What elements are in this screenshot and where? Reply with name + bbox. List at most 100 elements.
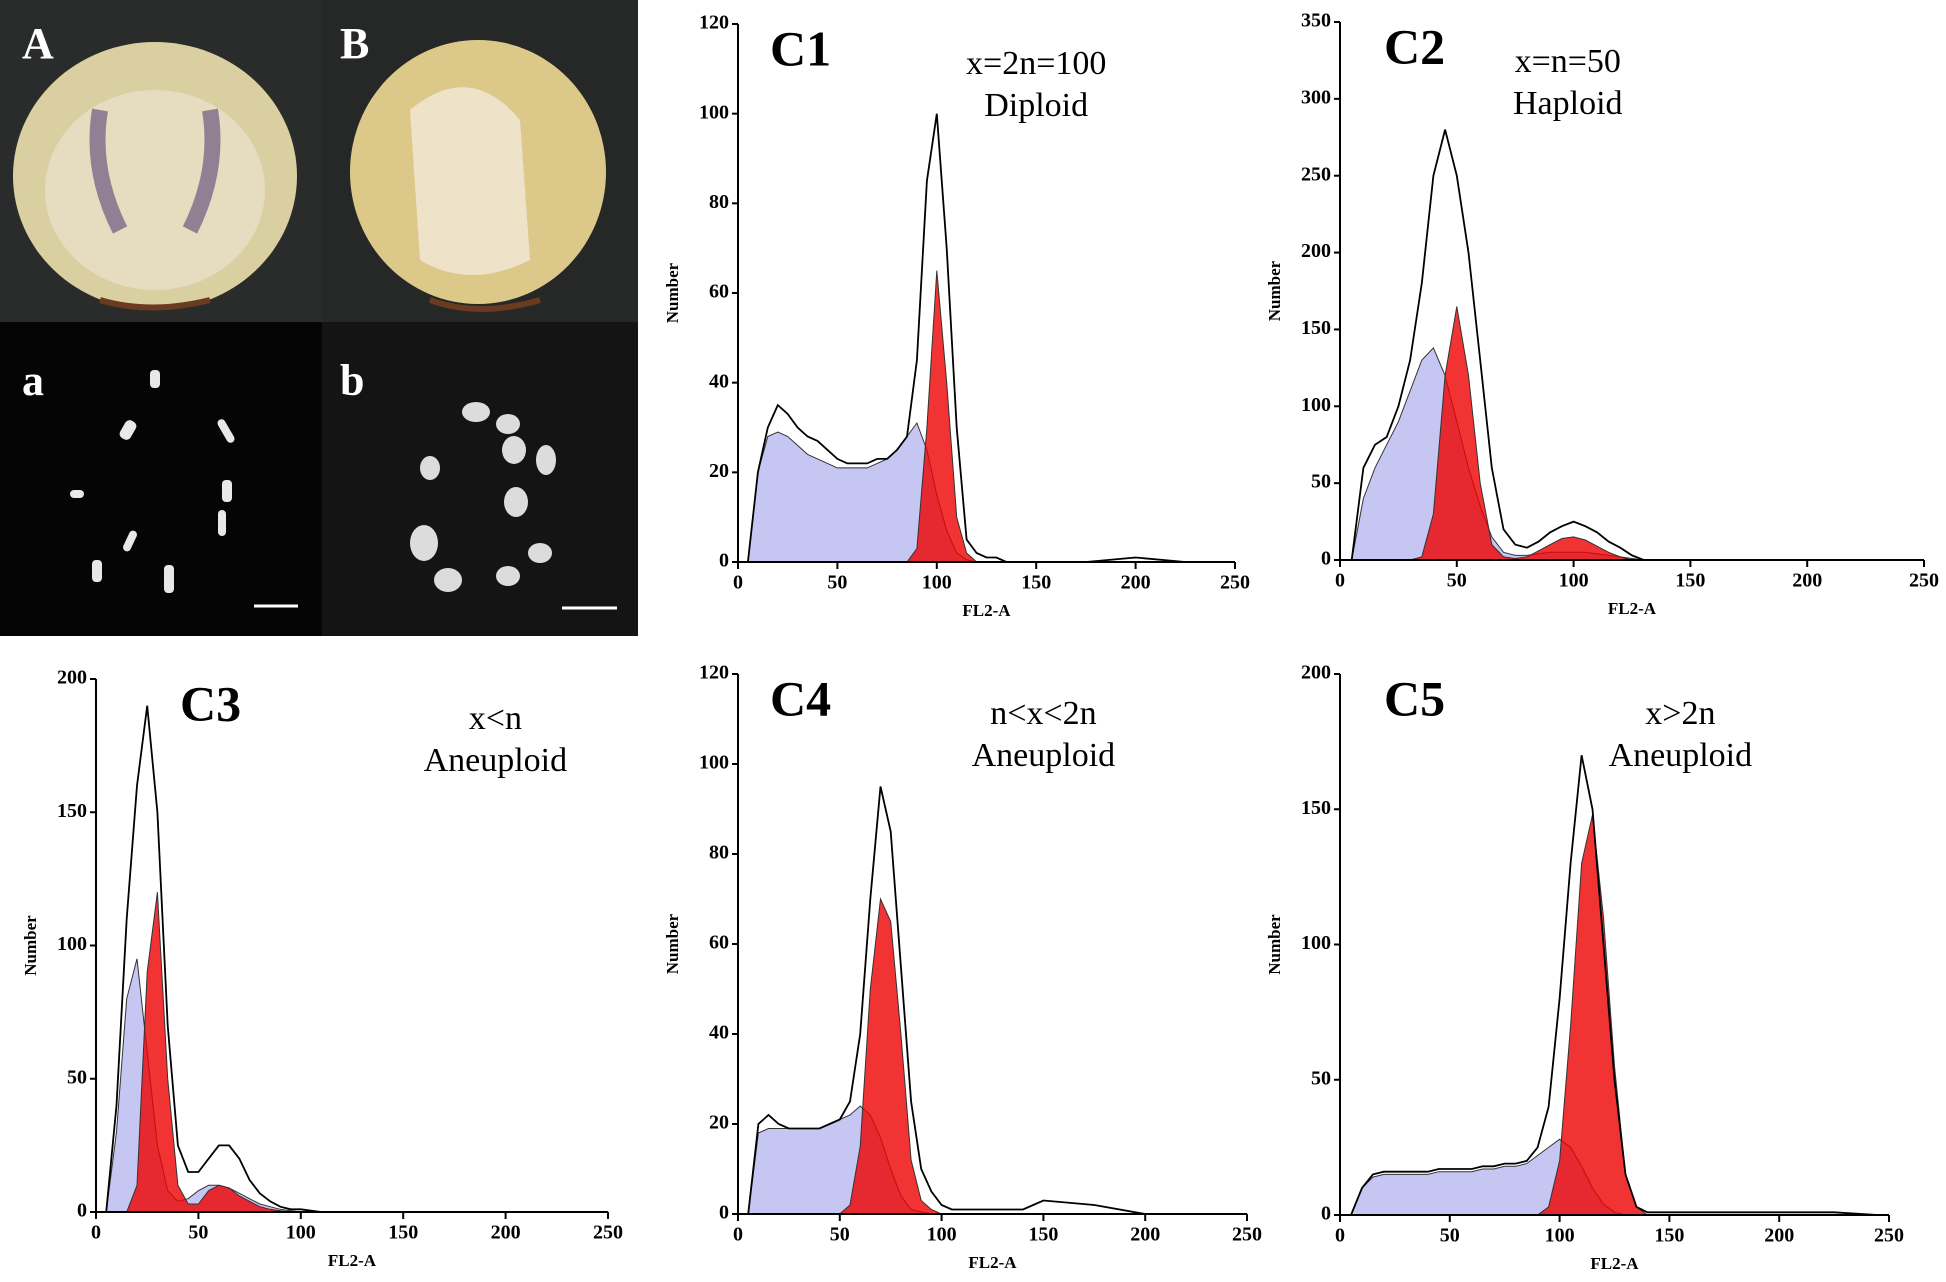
- y-tick-label: 350: [1301, 10, 1331, 32]
- x-tick-label: 150: [388, 1222, 418, 1244]
- panel-label: a: [22, 356, 44, 405]
- x-tick-label: 100: [927, 1224, 957, 1246]
- x-tick-label: 200: [1764, 1225, 1794, 1247]
- x-axis-label: FL2-A: [1608, 599, 1657, 618]
- x-tick-label: 250: [1874, 1225, 1904, 1247]
- annotation: x>2n: [1645, 695, 1715, 732]
- y-tick-label: 300: [1301, 86, 1331, 108]
- area: [1351, 814, 1878, 1216]
- annotation: n<x<2n: [990, 695, 1096, 732]
- y-tick-label: 50: [1311, 1067, 1331, 1089]
- y-tick-label: 60: [709, 932, 729, 954]
- x-axis-label: FL2-A: [328, 1251, 377, 1270]
- y-tick-label: 100: [699, 752, 729, 774]
- x-tick-label: 0: [733, 572, 743, 594]
- x-tick-label: 150: [1021, 572, 1051, 594]
- x-tick-label: 0: [1335, 570, 1345, 592]
- x-tick-label: 0: [1335, 1225, 1345, 1247]
- y-tick-label: 120: [699, 662, 729, 684]
- x-tick-label: 50: [188, 1222, 208, 1244]
- area: [105, 958, 598, 1213]
- x-tick-label: 50: [1440, 1225, 1460, 1247]
- panel-label: b: [340, 356, 364, 405]
- kernel-section: [45, 90, 265, 290]
- embryo-stain: [89, 108, 221, 234]
- y-tick-label: 40: [709, 1022, 729, 1044]
- x-tick-label: 250: [1909, 570, 1939, 592]
- y-axis-label: Number: [663, 913, 682, 974]
- x-tick-label: 150: [1028, 1224, 1058, 1246]
- micro-background: [322, 322, 638, 636]
- y-tick-label: 50: [67, 1066, 87, 1088]
- y-axis-label: Number: [1265, 914, 1284, 975]
- area: [747, 1105, 1237, 1215]
- y-tick-label: 150: [1301, 317, 1331, 339]
- line: [747, 786, 1237, 1215]
- y-axis-label: Number: [21, 915, 40, 976]
- x-tick-label: 50: [830, 1224, 850, 1246]
- x-tick-label: 0: [91, 1222, 101, 1244]
- annotation: x=2n=100: [966, 45, 1106, 82]
- panel-label: C1: [770, 20, 831, 76]
- panel-label: C3: [180, 675, 241, 731]
- x-tick-label: 200: [1792, 570, 1822, 592]
- line: [1350, 755, 1879, 1216]
- kernel-base: [99, 297, 541, 312]
- x-tick-label: 50: [827, 572, 847, 594]
- x-axis-label: FL2-A: [968, 1253, 1017, 1272]
- y-tick-label: 0: [77, 1200, 87, 1222]
- annotation: Haploid: [1513, 85, 1623, 122]
- y-tick-label: 0: [1321, 1203, 1331, 1225]
- y-tick-label: 200: [1301, 662, 1331, 684]
- annotation: Diploid: [984, 87, 1088, 124]
- kernel-section: [410, 87, 530, 275]
- y-tick-label: 40: [709, 370, 729, 392]
- x-tick-label: 0: [733, 1224, 743, 1246]
- y-tick-label: 80: [709, 842, 729, 864]
- y-axis-label: Number: [1265, 260, 1284, 321]
- x-tick-label: 100: [1559, 570, 1589, 592]
- micro-background: [0, 322, 322, 636]
- chromosomes: [70, 370, 235, 593]
- x-tick-label: 250: [1232, 1224, 1262, 1246]
- y-tick-label: 200: [57, 667, 87, 689]
- y-tick-label: 100: [1301, 394, 1331, 416]
- y-tick-label: 100: [699, 101, 729, 123]
- y-tick-label: 80: [709, 191, 729, 213]
- panel-label: C5: [1384, 670, 1445, 726]
- y-tick-label: 100: [1301, 932, 1331, 954]
- y-tick-label: 150: [57, 800, 87, 822]
- y-tick-label: 20: [709, 460, 729, 482]
- y-axis-label: Number: [663, 262, 682, 323]
- chromosomes: [410, 402, 556, 592]
- y-tick-label: 100: [57, 933, 87, 955]
- y-tick-label: 20: [709, 1112, 729, 1134]
- x-axis-label: FL2-A: [962, 601, 1011, 620]
- x-tick-label: 250: [1220, 572, 1250, 594]
- annotation: x<n: [469, 700, 522, 737]
- x-tick-label: 150: [1654, 1225, 1684, 1247]
- annotation: Aneuploid: [972, 737, 1116, 774]
- x-tick-label: 250: [593, 1222, 623, 1244]
- area: [106, 892, 598, 1213]
- panel-label: C4: [770, 670, 831, 726]
- x-tick-label: 150: [1675, 570, 1705, 592]
- y-tick-label: 150: [1301, 797, 1331, 819]
- y-tick-label: 0: [1321, 548, 1331, 570]
- x-tick-label: 200: [1121, 572, 1151, 594]
- x-tick-label: 200: [1130, 1224, 1160, 1246]
- x-tick-label: 200: [491, 1222, 521, 1244]
- y-tick-label: 0: [719, 550, 729, 572]
- annotation: Aneuploid: [424, 742, 568, 779]
- panel-label: C2: [1384, 18, 1445, 74]
- annotation: x=n=50: [1515, 43, 1621, 80]
- annotation: Aneuploid: [1609, 737, 1753, 774]
- x-tick-label: 100: [922, 572, 952, 594]
- x-tick-label: 50: [1447, 570, 1467, 592]
- y-tick-label: 0: [719, 1202, 729, 1224]
- y-tick-label: 50: [1311, 471, 1331, 493]
- y-tick-label: 60: [709, 281, 729, 303]
- x-tick-label: 100: [1545, 1225, 1575, 1247]
- photo-panel: A B a b: [0, 0, 638, 636]
